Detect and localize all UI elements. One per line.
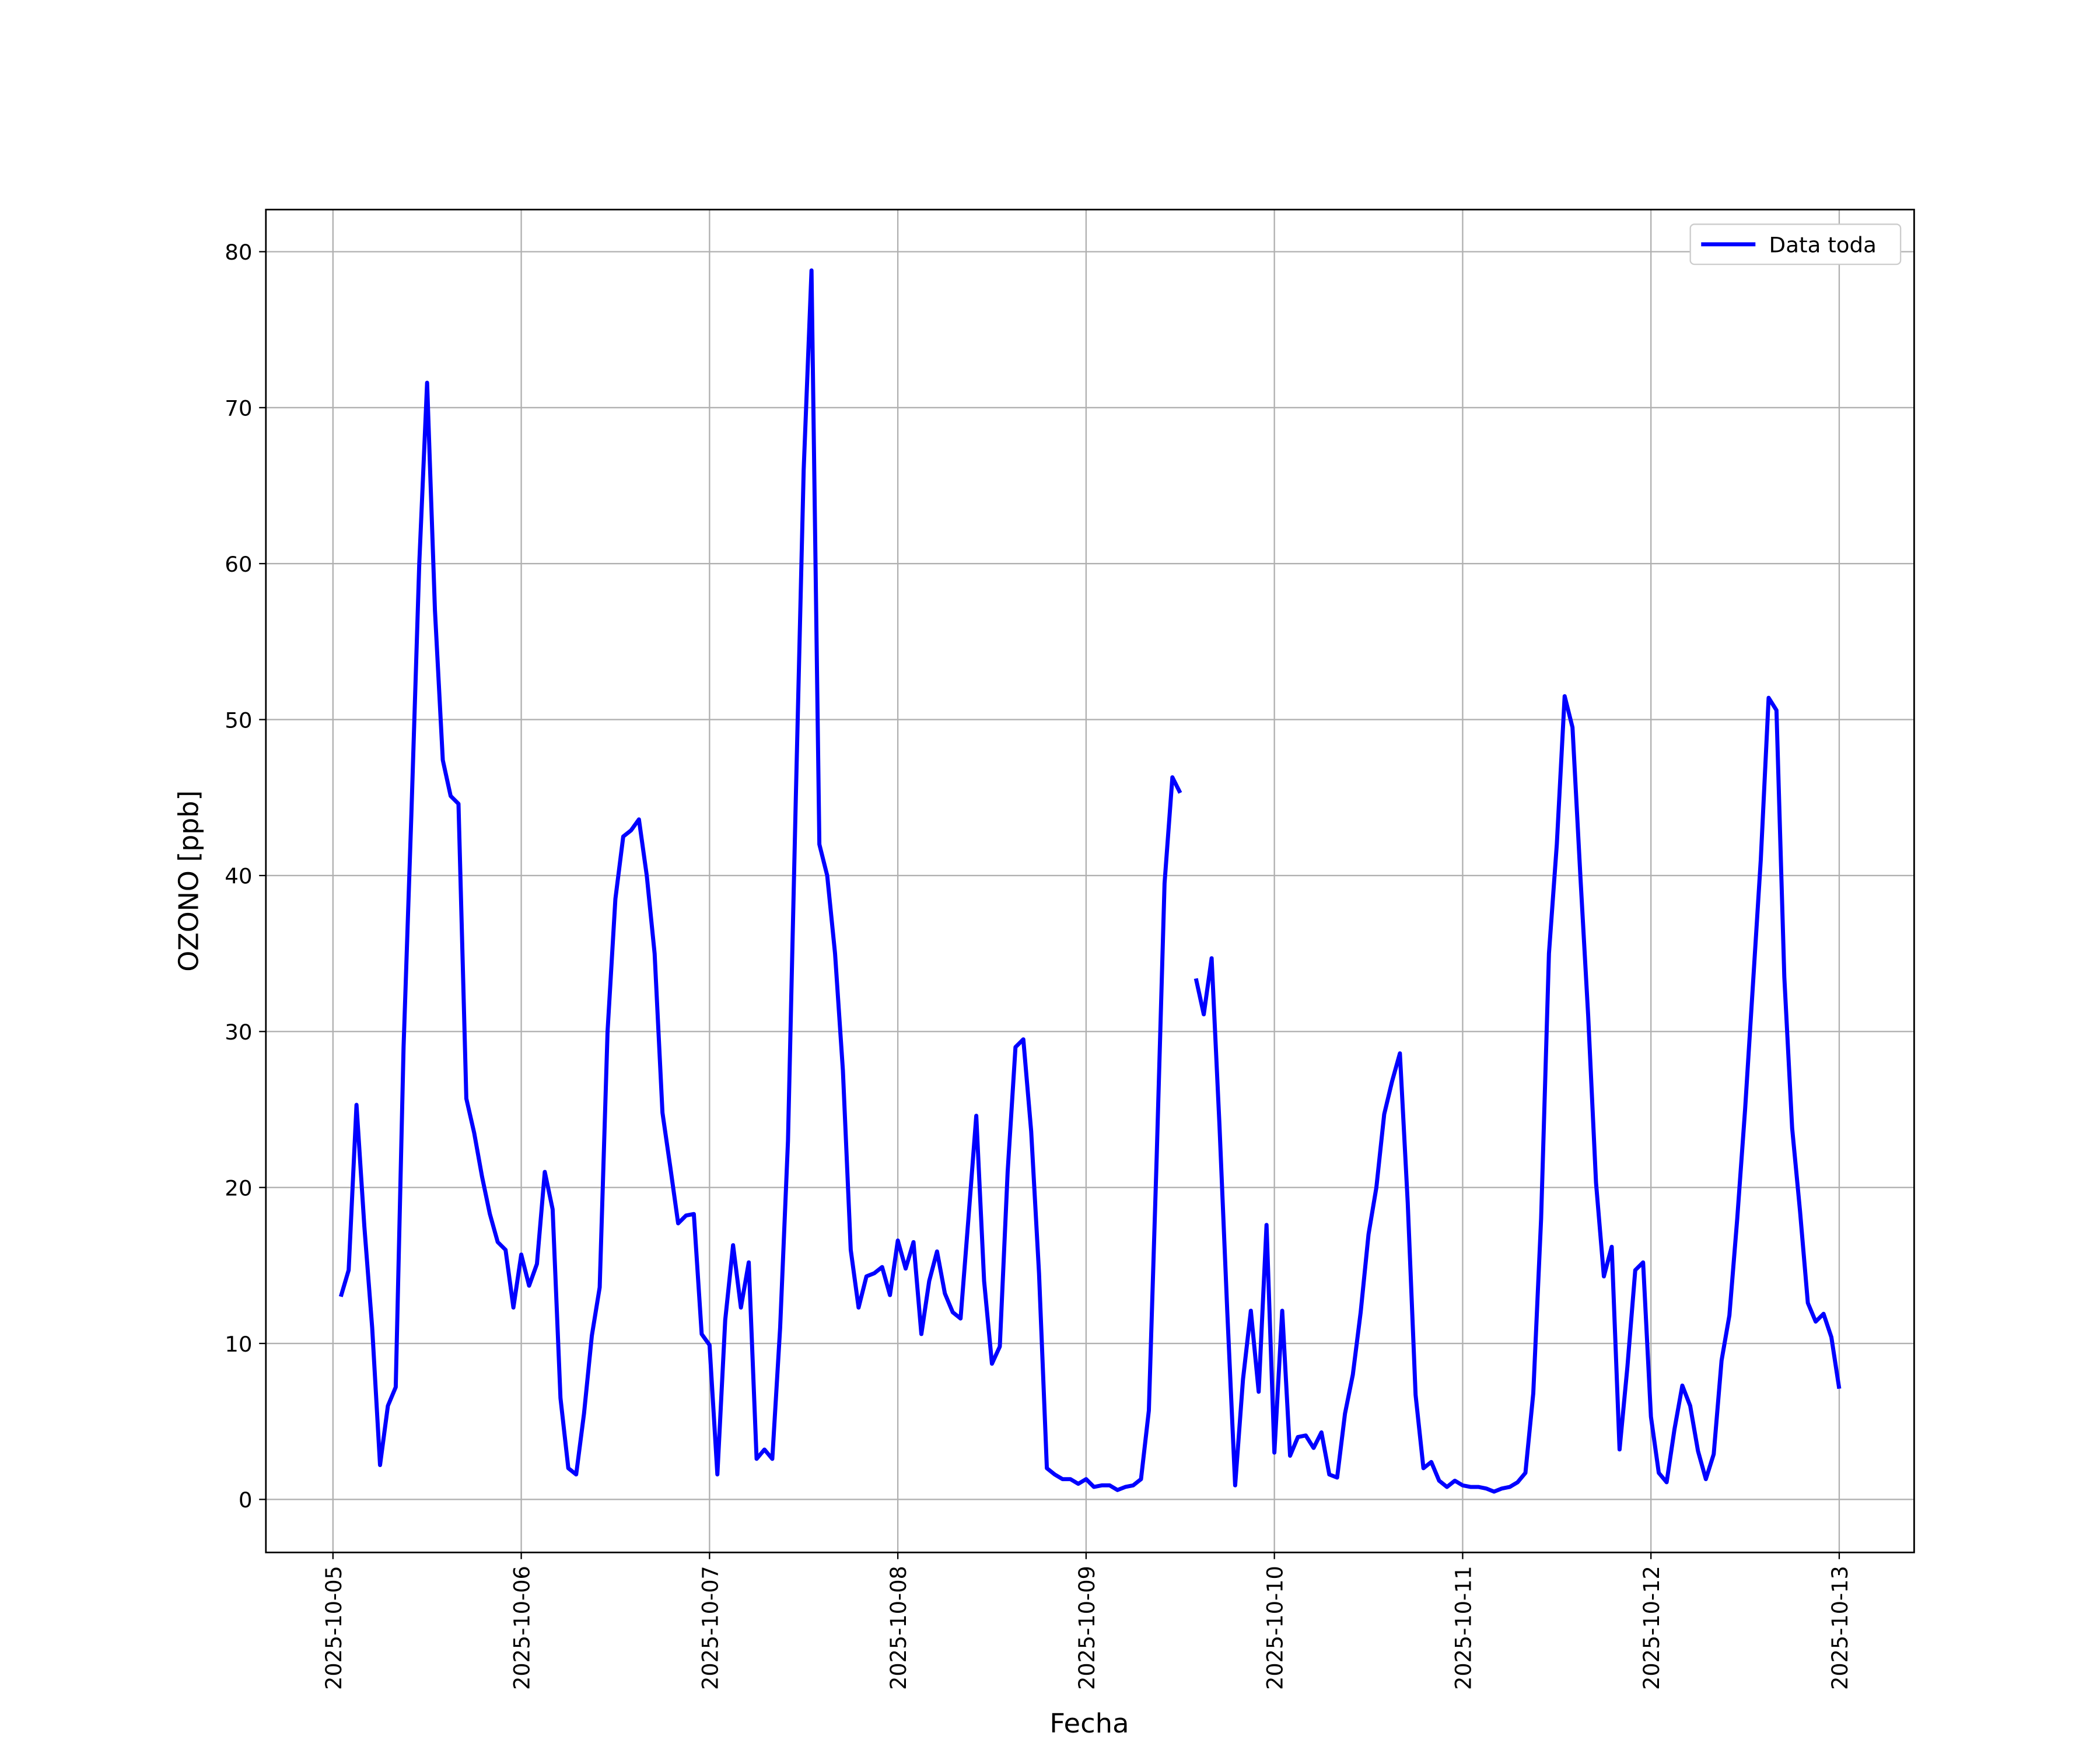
ticks: 0 10 20 30 40 50 60 70 80 2025-10-05 2025-10-06 202… [225, 240, 1853, 1689]
y-tick-label: 0 [239, 1488, 253, 1513]
x-tick-label: 2025-10-06 [509, 1566, 534, 1690]
x-tick-label: 2025-10-07 [698, 1566, 723, 1690]
grid [265, 209, 1915, 1553]
y-tick-label: 40 [225, 864, 252, 889]
data-line [338, 268, 1842, 1494]
legend-box [1689, 223, 1902, 265]
y-tick-label: 30 [225, 1020, 252, 1045]
x-tick-label: 2025-10-13 [1828, 1566, 1853, 1690]
x-tick-label: 2025-10-12 [1639, 1566, 1664, 1690]
y-axis-label: OZONO [ppb] [173, 790, 204, 972]
legend-label: Data toda [1769, 233, 1877, 258]
legend: Data toda [1689, 223, 1902, 265]
y-tick-label: 20 [225, 1176, 252, 1201]
y-tick-label: 50 [225, 708, 252, 733]
y-tick-label: 60 [225, 552, 252, 577]
x-tick-label: 2025-10-09 [1074, 1566, 1100, 1690]
y-tick-label: 80 [225, 240, 252, 265]
plot-area [338, 268, 1842, 1494]
axes-frame [265, 208, 1915, 1553]
x-axis-label: Fecha [1049, 1708, 1129, 1740]
y-tick-label: 10 [225, 1332, 252, 1357]
x-tick-label: 2025-10-08 [886, 1566, 911, 1690]
x-tick-label: 2025-10-05 [321, 1566, 346, 1690]
x-tick-label: 2025-10-11 [1451, 1566, 1476, 1690]
x-tick-label: 2025-10-10 [1262, 1566, 1287, 1690]
y-tick-label: 70 [225, 396, 252, 421]
